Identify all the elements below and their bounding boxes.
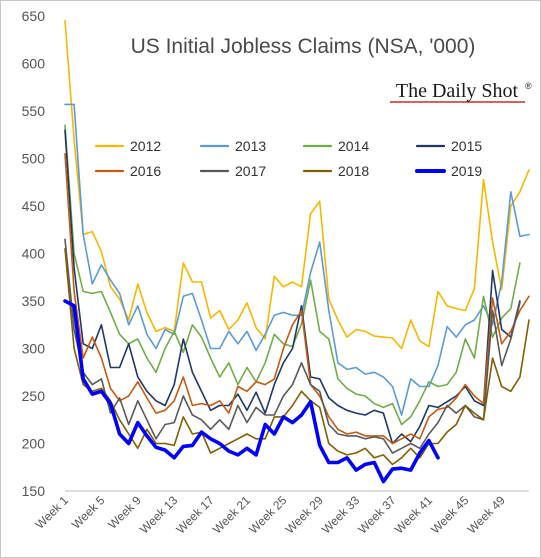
x-tick-label: Week 41 <box>392 493 435 536</box>
y-tick-label: 600 <box>22 56 46 72</box>
y-tick-label: 400 <box>22 246 46 262</box>
y-tick-label: 150 <box>22 483 46 499</box>
brand-logo: The Daily Shot ® <box>390 80 532 103</box>
x-tick-label: Week 37 <box>355 493 398 536</box>
y-tick-label: 300 <box>22 341 46 357</box>
series-line-2016 <box>64 153 530 445</box>
legend-label: 2015 <box>451 138 482 154</box>
legend-label: 2014 <box>338 138 369 154</box>
legend-item-2019: 2019 <box>415 163 482 179</box>
legend-item-2013: 2013 <box>199 138 266 154</box>
y-tick-label: 200 <box>22 436 46 452</box>
x-tick-label: Week 25 <box>246 493 289 536</box>
legend-item-2018: 2018 <box>302 163 369 179</box>
y-tick-label: 650 <box>22 8 46 24</box>
x-tick-label: Week 21 <box>210 493 253 536</box>
y-tick-label: 350 <box>22 293 46 309</box>
series-line-2013 <box>64 103 530 416</box>
legend-item-2014: 2014 <box>302 138 369 154</box>
legend-label: 2017 <box>235 163 266 179</box>
series-line-2019 <box>63 299 440 484</box>
legend: 2012 2013 2014 2015 2016 2017 2018 2019 <box>94 138 482 179</box>
legend-item-2016: 2016 <box>94 163 161 179</box>
legend-label: 2013 <box>235 138 266 154</box>
series-line-2017 <box>64 238 521 454</box>
x-tick-label: Week 45 <box>428 493 471 536</box>
series-line-2015 <box>64 129 521 445</box>
x-tick-label: Week 5 <box>69 493 108 532</box>
legend-label: 2012 <box>130 138 161 154</box>
x-tick-label: Week 13 <box>137 493 180 536</box>
y-tick-label: 250 <box>22 388 46 404</box>
brand-name: The Daily Shot <box>396 80 519 102</box>
legend-item-2012: 2012 <box>94 138 161 154</box>
brand-trademark: ® <box>525 81 532 91</box>
legend-item-2017: 2017 <box>199 163 266 179</box>
series-line-2018 <box>64 248 530 466</box>
y-tick-label: 500 <box>22 151 46 167</box>
y-tick-label: 550 <box>22 103 46 119</box>
series-line-2012 <box>64 19 530 350</box>
legend-label: 2016 <box>130 163 161 179</box>
legend-label: 2018 <box>338 163 369 179</box>
x-tick-label: Week 49 <box>465 493 508 536</box>
legend-label: 2019 <box>451 163 482 179</box>
x-tick-label: Week 33 <box>319 493 362 536</box>
x-tick-label: Week 29 <box>283 493 326 536</box>
x-tick-label: Week 17 <box>173 493 216 536</box>
chart-title: US Initial Jobless Claims (NSA, '000) <box>131 35 476 58</box>
legend-item-2015: 2015 <box>415 138 482 154</box>
y-tick-label: 450 <box>22 198 46 214</box>
series-layer <box>63 19 530 484</box>
